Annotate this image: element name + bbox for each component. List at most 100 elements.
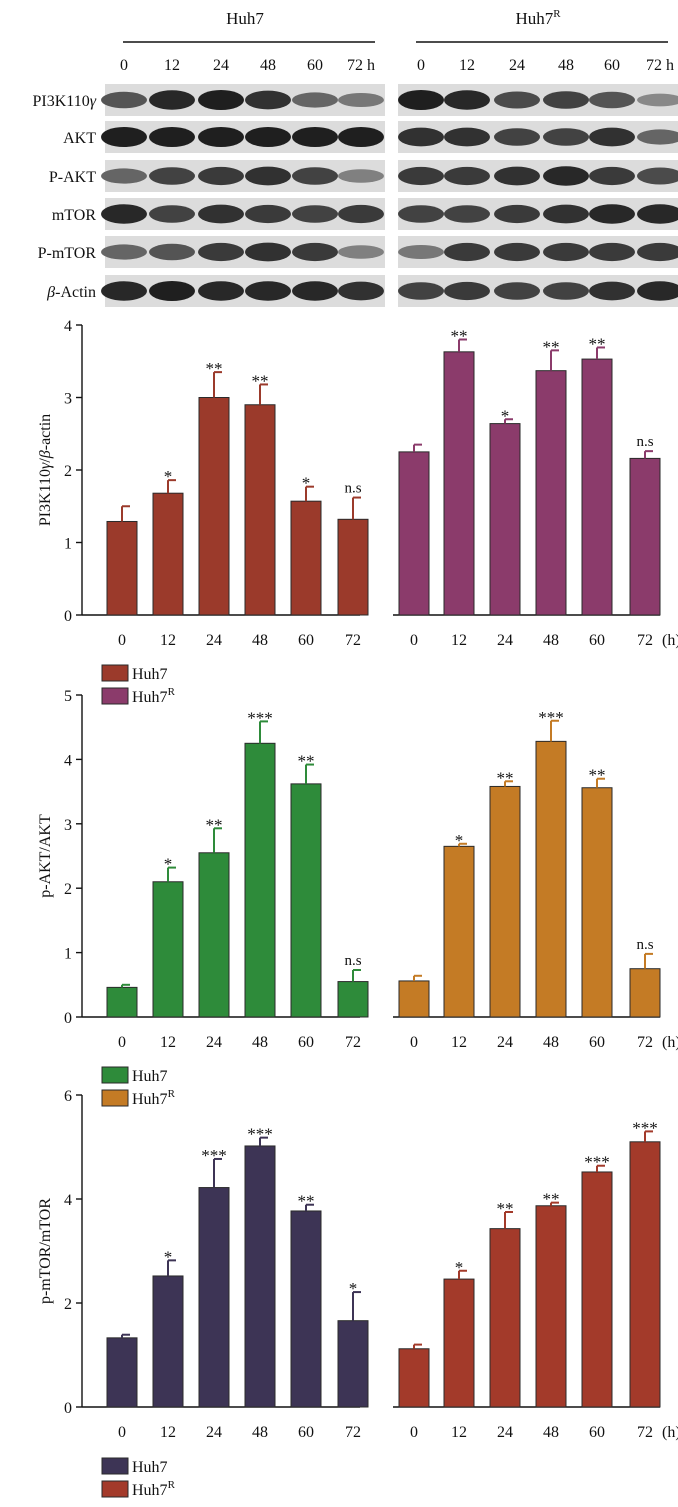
x-tick-label: 0 (118, 632, 126, 649)
bar (489, 1228, 521, 1408)
blot-band (101, 91, 147, 109)
significance-label: * (501, 406, 510, 425)
significance-label: * (349, 1279, 358, 1298)
blot-band (637, 167, 678, 185)
blot-band (444, 90, 490, 110)
blot-band (198, 281, 244, 301)
blot-timepoint-label: 24 (213, 57, 229, 74)
x-unit-label: (h) (662, 1034, 678, 1051)
x-tick-label: 60 (589, 1424, 605, 1441)
x-tick-label: 12 (160, 1424, 176, 1441)
significance-label: ** (543, 1190, 560, 1209)
significance-label: * (302, 474, 311, 493)
significance-label: ** (589, 334, 606, 353)
x-tick-label: 24 (497, 1034, 513, 1051)
blot-band (494, 242, 540, 262)
row-name: mTOR (52, 207, 96, 224)
blot-timepoint-label: 60 (307, 57, 323, 74)
x-tick-label: 0 (118, 1424, 126, 1441)
bar (244, 1145, 276, 1408)
significance-label: ** (497, 768, 514, 787)
blot-band (444, 242, 490, 262)
y-axis-label-part: γ (37, 462, 54, 469)
blot-band (245, 204, 291, 224)
significance-label: ** (497, 1199, 514, 1218)
blot-band (149, 243, 195, 261)
blot-band (494, 166, 540, 186)
x-tick-label: 24 (206, 1034, 222, 1051)
y-tick-label: 2 (64, 881, 72, 898)
x-unit-label: (h) (662, 632, 678, 649)
blot-band (637, 129, 678, 145)
bar (337, 1320, 369, 1408)
blot-band (543, 128, 589, 146)
y-tick-label: 6 (64, 1088, 72, 1105)
x-tick-label: 72 (637, 1034, 653, 1051)
x-tick-label: 24 (497, 632, 513, 649)
bar (198, 1187, 230, 1408)
blot-band (444, 127, 490, 147)
bar (398, 451, 430, 616)
bar (629, 1141, 661, 1408)
blot-timepoint-label: 48 (558, 57, 574, 74)
blot-band (338, 93, 384, 107)
blot-band (543, 282, 589, 300)
significance-label: ** (206, 815, 223, 834)
blot-band (494, 91, 540, 109)
significance-label: * (164, 1247, 173, 1266)
blot-band (149, 90, 195, 110)
blot-band (338, 169, 384, 183)
legend-swatch (101, 1089, 129, 1107)
x-tick-label: 24 (206, 1424, 222, 1441)
bar (290, 1210, 322, 1408)
blot-band (245, 281, 291, 301)
x-tick-label: 72 (637, 1424, 653, 1441)
y-tick-label: 4 (64, 1192, 72, 1209)
y-tick-label: 2 (64, 463, 72, 480)
legend-swatch (101, 1457, 129, 1475)
blot-band (338, 127, 384, 147)
row-name: P-mTOR (38, 245, 97, 262)
significance-label: *** (247, 708, 273, 727)
blot-band (149, 281, 195, 301)
bar (244, 742, 276, 1018)
blot-band (198, 90, 244, 110)
blot-band (589, 127, 635, 147)
blot-band (637, 281, 678, 301)
legend-superscript: R (168, 1479, 176, 1491)
blot-band (444, 281, 490, 301)
significance-label: *** (632, 1118, 658, 1137)
x-tick-label: 48 (252, 1034, 268, 1051)
blot-band (589, 204, 635, 224)
x-tick-label: 0 (118, 1034, 126, 1051)
x-tick-label: 12 (451, 1034, 467, 1051)
greek-prefix: β (46, 284, 55, 301)
legend-swatch (101, 1480, 129, 1498)
legend-superscript: R (168, 686, 176, 698)
y-tick-label: 1 (64, 536, 72, 553)
significance-label: ** (451, 327, 468, 346)
x-tick-label: 60 (298, 1424, 314, 1441)
blot-band (637, 93, 678, 107)
bar (337, 981, 369, 1018)
significance-label: ** (589, 766, 606, 785)
blot-band (398, 166, 444, 186)
bar (152, 492, 184, 616)
blot-band (494, 282, 540, 300)
y-tick-label: 4 (64, 752, 72, 769)
blot-band (637, 242, 678, 262)
blot-timepoint-label: 60 (604, 57, 620, 74)
bar (198, 852, 230, 1018)
x-tick-label: 48 (543, 1424, 559, 1441)
blot-row-label: P-mTOR (38, 245, 97, 262)
blot-band (101, 204, 147, 224)
blot-group-label: Huh7R (515, 8, 561, 28)
y-tick-label: 0 (64, 1010, 72, 1027)
legend-superscript: R (168, 1088, 176, 1100)
blot-band (198, 204, 244, 224)
legend-label: Huh7R (132, 1479, 176, 1499)
row-name: PI3K110 (33, 93, 90, 110)
bar (106, 1337, 138, 1408)
y-tick-label: 3 (64, 391, 72, 408)
x-tick-label: 60 (589, 1034, 605, 1051)
